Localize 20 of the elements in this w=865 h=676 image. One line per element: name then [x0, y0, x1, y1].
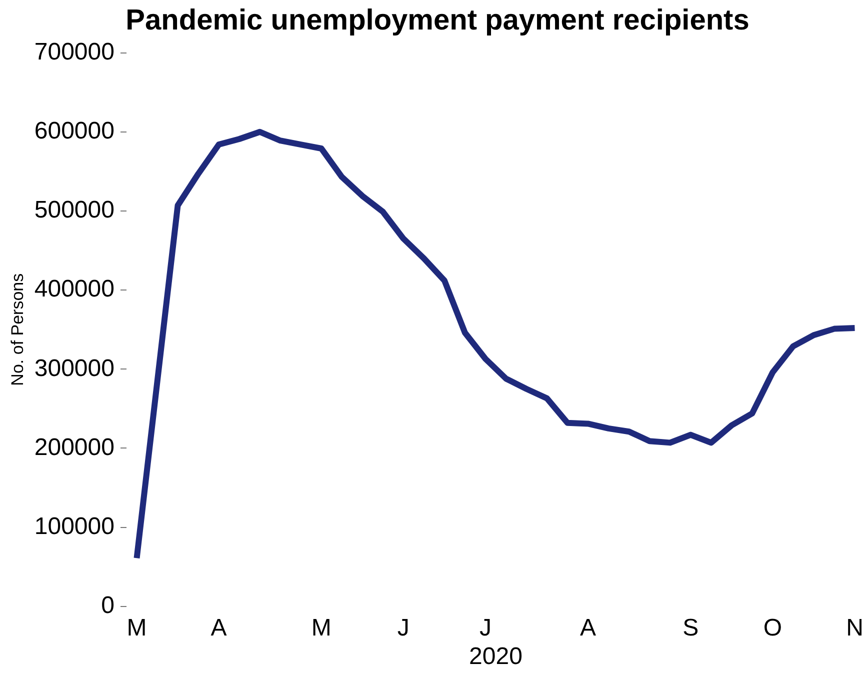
- y-tick-label: 400000: [34, 276, 114, 303]
- y-tick-label: 0: [101, 592, 114, 620]
- y-tick-label: 200000: [34, 434, 114, 461]
- x-tick-label: M: [311, 614, 332, 642]
- y-tick-label: 700000: [34, 38, 114, 66]
- x-tick-label: O: [763, 614, 782, 642]
- y-tick-label: 100000: [34, 512, 114, 540]
- x-tick-label: M: [126, 614, 147, 642]
- x-tick-label: A: [210, 614, 227, 642]
- y-tick-label: 300000: [34, 354, 114, 382]
- x-tick-label: N: [846, 614, 864, 642]
- x-tick-label: A: [580, 614, 596, 642]
- chart-title: Pandemic unemployment payment recipients: [126, 4, 750, 36]
- y-axis-title: No. of Persons: [8, 273, 27, 386]
- x-tick-label: J: [479, 614, 492, 642]
- x-tick-label: S: [682, 614, 699, 642]
- y-tick-label: 500000: [34, 196, 114, 224]
- x-tick-label: J: [397, 614, 410, 642]
- x-axis-title: 2020: [469, 643, 522, 670]
- y-tick-label: 600000: [34, 118, 114, 145]
